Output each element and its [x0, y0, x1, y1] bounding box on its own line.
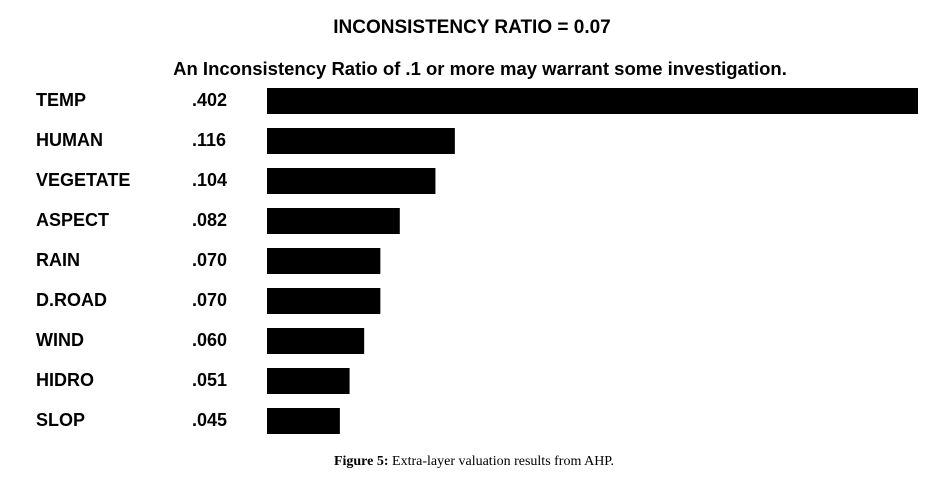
value-label: .060: [192, 330, 227, 350]
category-label: HUMAN: [36, 130, 103, 150]
category-label: WIND: [36, 330, 84, 350]
bar: [267, 328, 365, 354]
value-label: .070: [192, 250, 227, 270]
bar: [267, 368, 350, 394]
bar: [267, 168, 436, 194]
value-label: .116: [192, 130, 226, 150]
value-label: .045: [192, 410, 227, 430]
caption: Figure 5: Extra-layer valuation results …: [334, 454, 614, 469]
caption-label: Figure 5:: [334, 454, 389, 469]
category-label: ASPECT: [36, 210, 109, 230]
bar: [267, 408, 340, 434]
value-label: .051: [192, 370, 227, 390]
chart-subtitle: An Inconsistency Ratio of .1 or more may…: [173, 58, 787, 79]
category-label: HIDRO: [36, 370, 94, 390]
bar: [267, 288, 381, 314]
caption-text: Extra-layer valuation results from AHP.: [392, 454, 614, 469]
bar: [267, 88, 918, 114]
category-label: VEGETATE: [36, 170, 130, 190]
category-label: SLOP: [36, 410, 85, 430]
bar: [267, 128, 455, 154]
value-label: .082: [192, 210, 227, 230]
value-label: .104: [192, 170, 227, 190]
category-label: TEMP: [36, 90, 86, 110]
category-label: D.ROAD: [36, 290, 107, 310]
value-label: .402: [192, 90, 227, 110]
bar: [267, 208, 400, 234]
category-label: RAIN: [36, 250, 80, 270]
chart-title: INCONSISTENCY RATIO = 0.07: [333, 17, 611, 38]
value-label: .070: [192, 290, 227, 310]
bar: [267, 248, 381, 274]
